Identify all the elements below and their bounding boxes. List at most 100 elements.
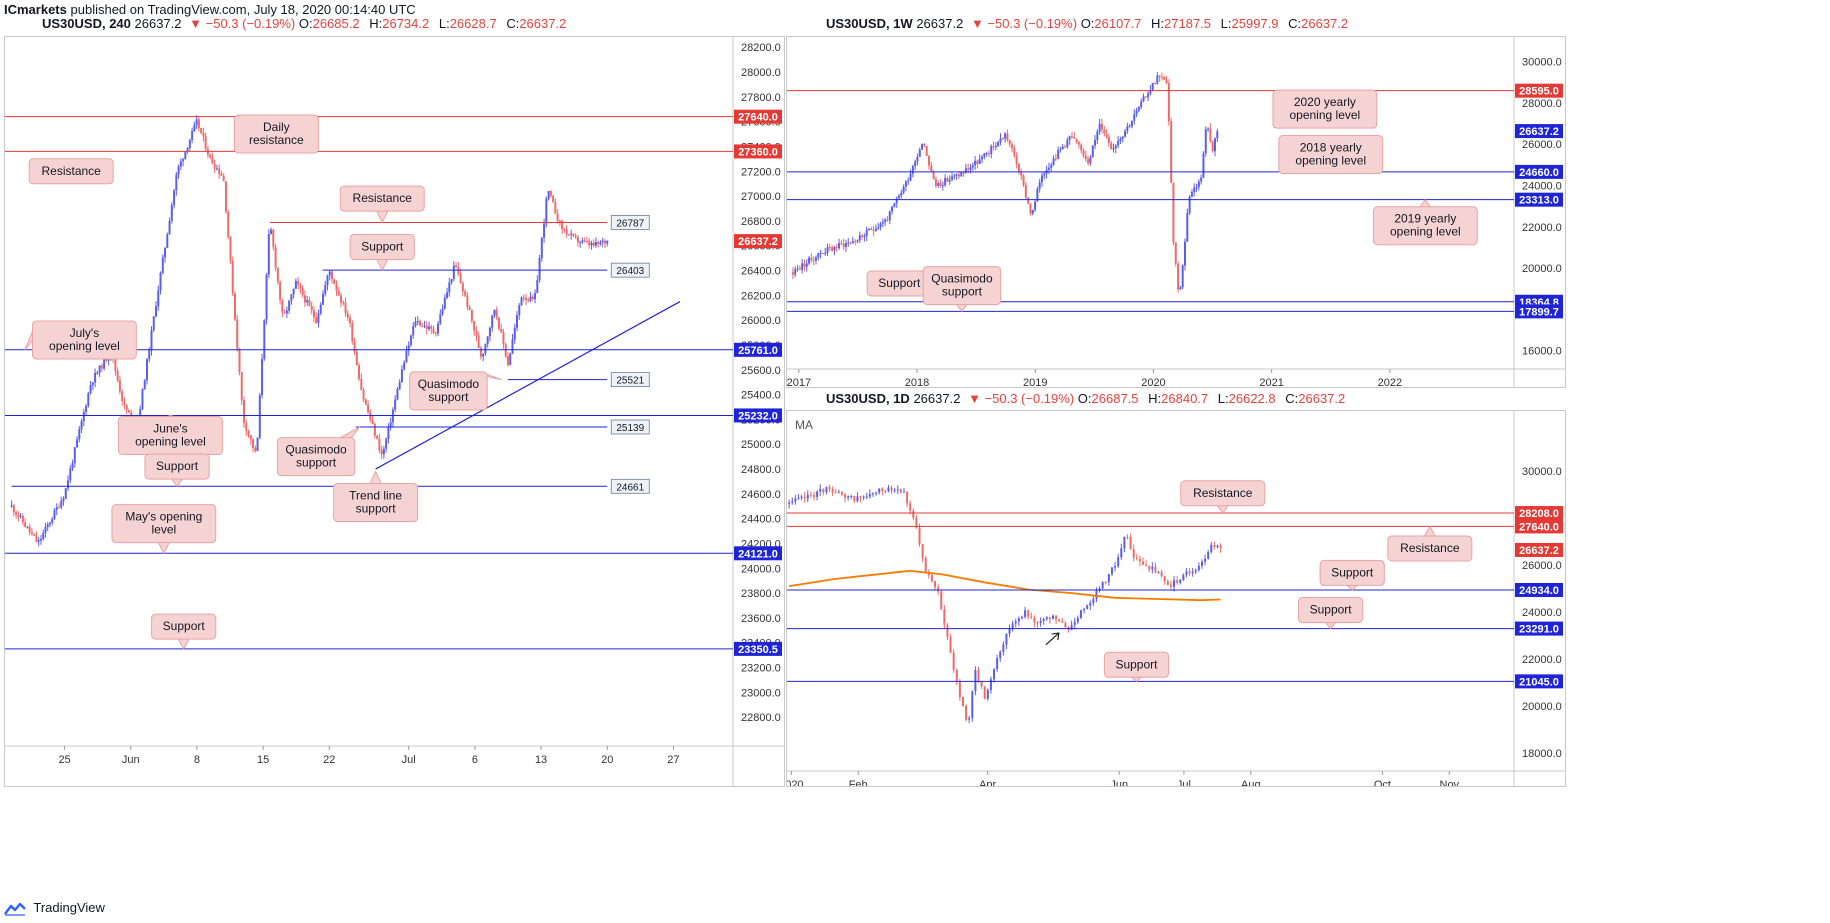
close-value: 26637.2: [1298, 391, 1346, 406]
candle-body: [150, 330, 153, 351]
candle-body: [82, 412, 85, 422]
candle-body: [1149, 89, 1152, 94]
price-tag-label: 23291.0: [1519, 624, 1559, 636]
candle-body: [30, 532, 33, 534]
candle-body: [930, 575, 933, 582]
candle-body: [1176, 580, 1179, 583]
candle-body: [376, 435, 379, 439]
candle-body: [911, 166, 914, 174]
candle-body: [222, 175, 225, 182]
candle-body: [170, 205, 173, 221]
candle-body: [159, 273, 162, 291]
price-tag-label: 21045.0: [1519, 676, 1559, 688]
callout-box: [1180, 480, 1266, 507]
tradingview-footer[interactable]: TradingView: [4, 898, 105, 918]
candle-body: [854, 241, 857, 243]
candle-body: [464, 291, 467, 296]
x-tick-label: 2021: [1259, 377, 1283, 387]
chart-panel-h4[interactable]: 28200.028000.027800.027600.027400.027200…: [4, 36, 785, 787]
candle-body: [80, 421, 83, 430]
candle-body: [1213, 138, 1216, 152]
callout-label: May's opening: [125, 510, 202, 524]
publish-bar: ICmarkets published on TradingView.com, …: [0, 0, 1830, 20]
candle-body: [909, 173, 912, 181]
candle-body: [912, 510, 915, 518]
candle-body: [812, 259, 815, 261]
y-tick-label: 26000.0: [741, 315, 781, 327]
candle-body: [441, 308, 444, 315]
x-tick-label: 13: [535, 754, 547, 766]
candle-body: [1200, 561, 1203, 566]
candle-body: [141, 389, 144, 410]
x-tick-label: Feb: [849, 779, 868, 786]
y-tick-label: 27000.0: [741, 191, 781, 203]
candle-body: [817, 253, 820, 258]
candle-body: [847, 496, 850, 498]
candle-body: [1098, 123, 1101, 132]
price-tag-box: [734, 342, 782, 357]
callout-pointer: [336, 426, 361, 440]
candle-body: [220, 174, 223, 176]
candle-body: [148, 350, 151, 360]
chart-canvas-h4[interactable]: 28200.028000.027800.027600.027400.027200…: [5, 37, 784, 786]
callout-label: support: [356, 502, 397, 516]
chart-canvas-w1[interactable]: 30000.0 28000.0 26000.0 24000.0 22000.0 20000…: [787, 37, 1565, 387]
candle-body: [968, 718, 971, 720]
candle-body: [579, 242, 582, 244]
candle-body: [407, 345, 410, 351]
candle-body: [983, 686, 986, 699]
y-tick-label: 30000.0: [1522, 57, 1562, 69]
chart-panel-d1[interactable]: 30000.028000.026000.024000.022000.020000…: [786, 410, 1566, 787]
callout: Support: [1319, 559, 1385, 591]
candle-body: [416, 320, 419, 322]
candle-body: [1014, 621, 1017, 624]
candle-body: [1188, 196, 1191, 213]
candle-body: [923, 143, 926, 146]
y-tick-label: 28000.0: [1522, 98, 1562, 110]
publisher-name: ICmarkets: [4, 2, 67, 17]
callout-label: Resistance: [1193, 486, 1253, 500]
chart-panel-w1[interactable]: 30000.0 28000.0 26000.0 24000.0 22000.0 20000…: [786, 36, 1566, 388]
indicator-label: MA: [795, 418, 813, 432]
y-tick-label: 22800.0: [741, 712, 781, 724]
candle-body: [1092, 598, 1095, 603]
candle-body: [1213, 544, 1216, 548]
candle-body: [511, 339, 514, 354]
candle-body: [538, 257, 541, 280]
candle-body: [509, 353, 512, 365]
candle-body: [953, 175, 956, 177]
chart-canvas-d1[interactable]: 30000.028000.026000.024000.022000.020000…: [787, 411, 1565, 786]
candle-body: [500, 328, 503, 332]
candle-body: [1047, 167, 1050, 170]
candle-body: [1172, 182, 1175, 243]
callout-label: Support: [361, 239, 404, 253]
candle-body: [862, 496, 865, 498]
y-tick-label: 24400.0: [741, 514, 781, 526]
candle-body: [1029, 203, 1032, 214]
candle-body: [878, 488, 881, 493]
y-tick-label: 25600.0: [741, 365, 781, 377]
candle-body: [1057, 150, 1060, 159]
price-tag-label: 24934.0: [1519, 585, 1559, 597]
candle-body: [94, 373, 97, 383]
candle-body: [1137, 107, 1140, 111]
candle-body: [788, 502, 791, 504]
candle-body: [155, 306, 158, 317]
candle-body: [71, 462, 74, 469]
callout-pointer: [157, 541, 171, 555]
candle-body: [403, 362, 406, 370]
candle-body: [1034, 201, 1037, 210]
candle-body: [324, 285, 327, 295]
candle-body: [455, 265, 458, 267]
candle-body: [17, 514, 20, 517]
price-tag-box: [1515, 304, 1563, 319]
last-price: 26637.2: [913, 391, 961, 406]
candle-body: [87, 393, 90, 406]
callout: Support: [866, 270, 932, 297]
candle-body: [1169, 584, 1172, 587]
candle-body: [488, 327, 491, 337]
candle-body: [978, 159, 981, 164]
callout-box: [151, 613, 217, 640]
candle-body: [592, 242, 595, 246]
